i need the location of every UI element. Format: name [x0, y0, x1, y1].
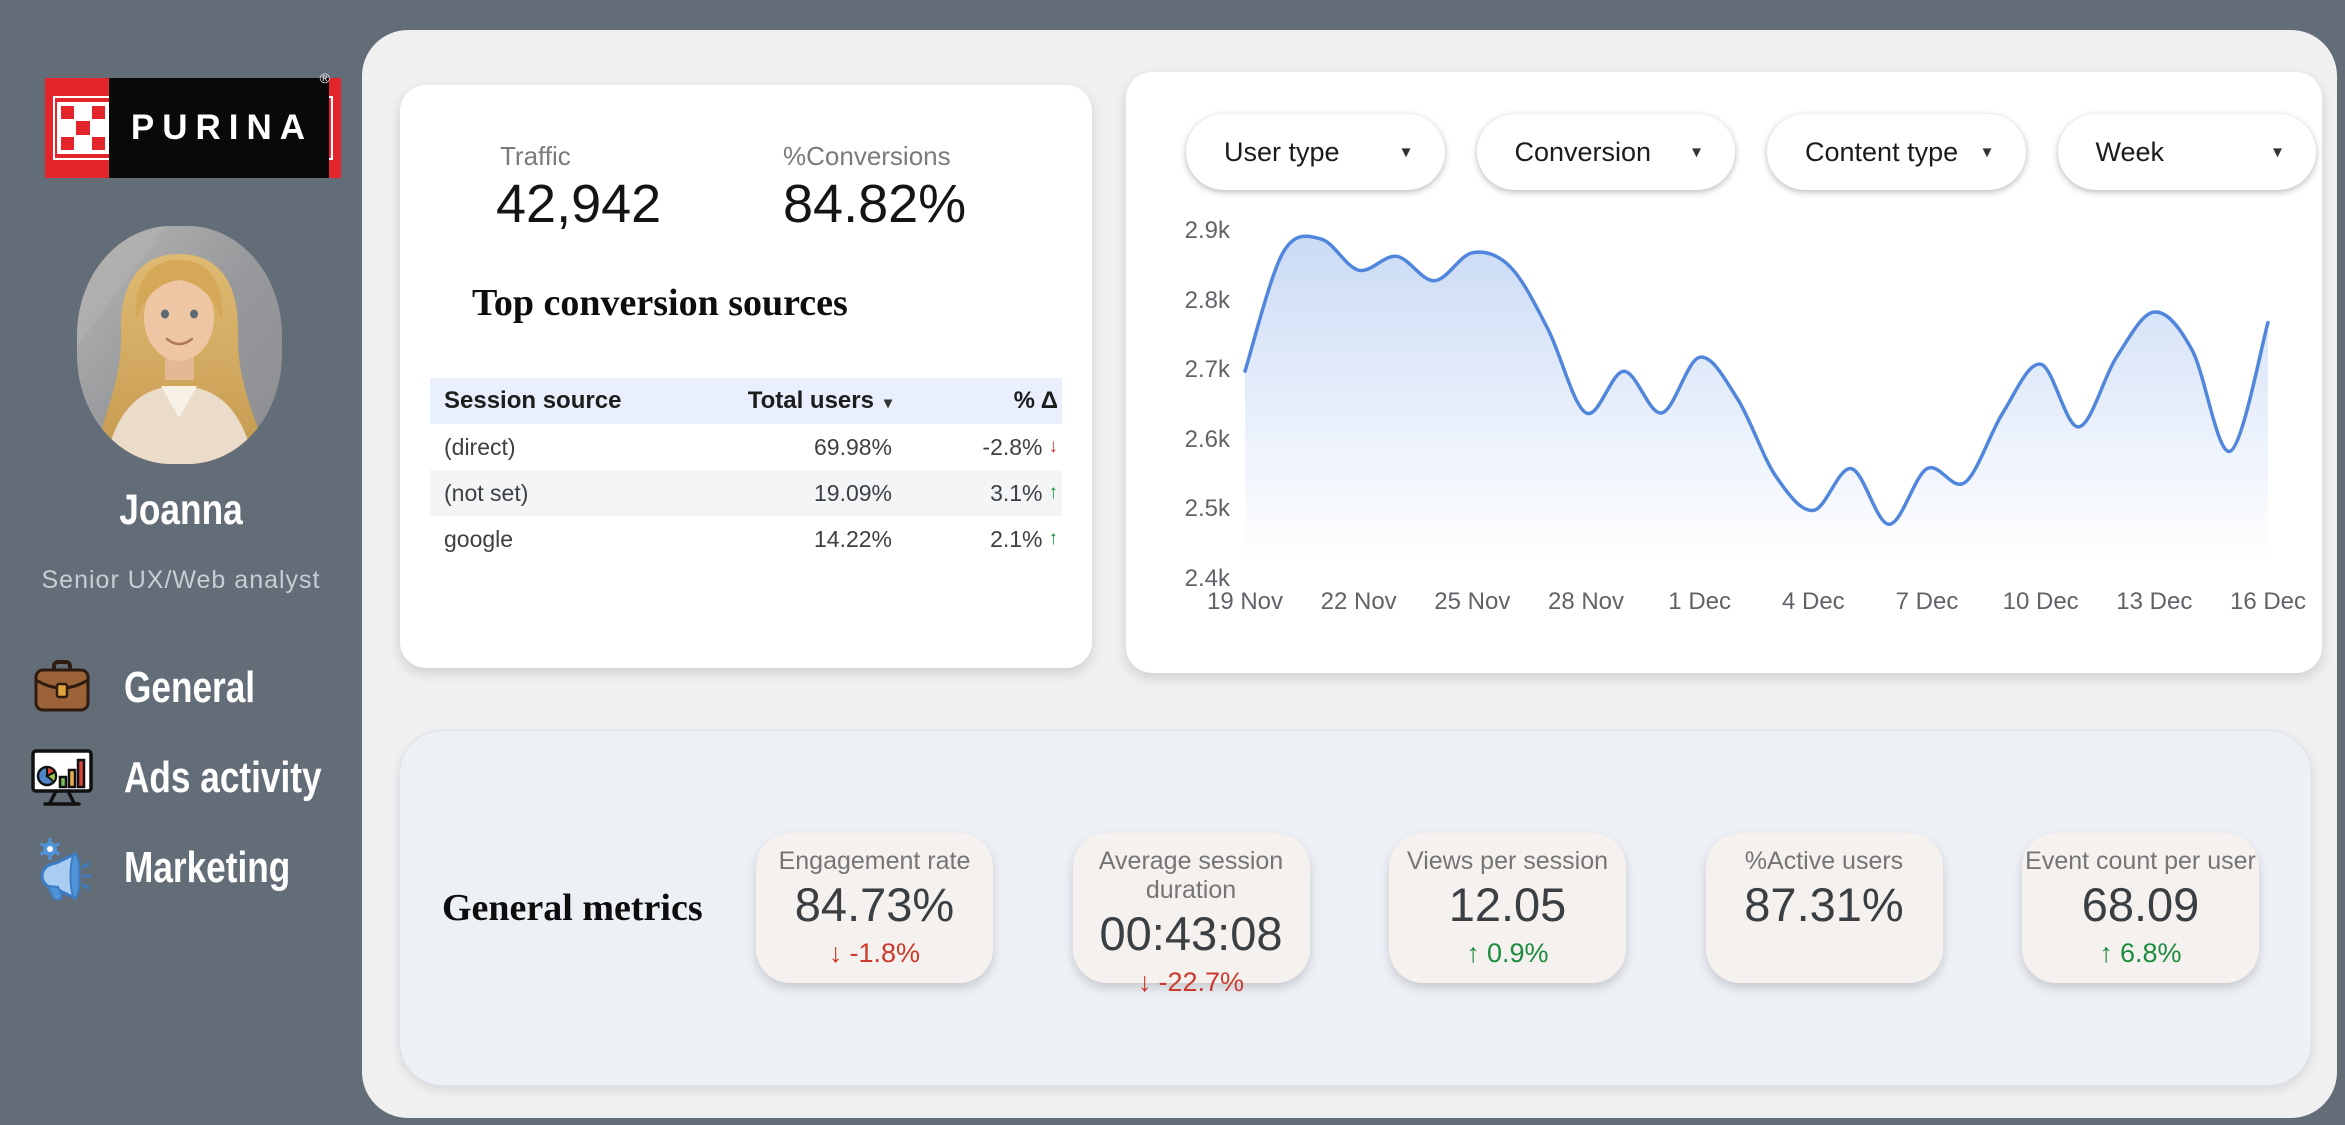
metric-value: 00:43:08 [1073, 906, 1310, 961]
x-axis-tick: 22 Nov [1311, 588, 1407, 616]
x-axis-tick: 28 Nov [1538, 588, 1634, 616]
profile-name: Joanna [33, 486, 330, 535]
sidebar-item-marketing[interactable]: Marketing [30, 836, 371, 900]
cell-delta: 3.1%↑ [892, 480, 1062, 507]
y-axis-tick: 2.5k [1154, 495, 1230, 523]
x-axis-tick: 4 Dec [1765, 588, 1861, 616]
sidebar-item-label: General [124, 663, 255, 713]
cell-delta: 2.1%↑ [892, 526, 1062, 553]
delta-arrow-icon: ↑ [1049, 528, 1059, 550]
x-axis-tick: 25 Nov [1424, 588, 1520, 616]
dashboard: PURINA ® [0, 0, 2345, 1125]
x-axis-tick: 13 Dec [2106, 588, 2202, 616]
delta-arrow-icon: ↑ [1049, 482, 1059, 504]
x-axis-tick: 10 Dec [1993, 588, 2089, 616]
profile-role: Senior UX/Web analyst [0, 566, 362, 595]
avatar-illustration [77, 226, 282, 464]
table-title: Top conversion sources [472, 281, 848, 325]
purina-checkerboard-icon [57, 102, 109, 154]
briefcase-icon [30, 656, 94, 720]
delta-arrow-icon: ↑ [1466, 938, 1480, 969]
sidebar-item-label: Ads activity [124, 753, 322, 803]
sidebar-item-label: Marketing [124, 843, 290, 893]
registered-trademark-icon: ® [320, 70, 330, 86]
y-axis-tick: 2.8k [1154, 287, 1230, 315]
metric-card-active-users: %Active users 87.31% [1706, 833, 1943, 983]
metric-value: 84.73% [756, 877, 993, 932]
general-metrics-section: General metrics Engagement rate 84.73% ↓… [399, 730, 2312, 1086]
x-axis-tick: 19 Nov [1197, 588, 1293, 616]
metric-delta: ↓-1.8% [756, 938, 993, 969]
delta-arrow-icon: ↓ [1138, 967, 1152, 998]
table-row[interactable]: (not set) 19.09% 3.1%↑ [430, 470, 1062, 516]
chart-plot[interactable] [1240, 225, 2290, 580]
main-panel: Traffic 42,942 %Conversions 84.82% Top c… [362, 30, 2337, 1118]
conversion-sources-table: Session source Total users▾ % Δ (direct)… [430, 378, 1062, 562]
purina-wordmark: PURINA ® [109, 78, 329, 178]
x-axis-tick: 7 Dec [1879, 588, 1975, 616]
sidebar-item-general[interactable]: General [30, 656, 371, 720]
sidebar: PURINA ® [0, 0, 362, 1125]
delta-arrow-icon: ↓ [829, 938, 843, 969]
conversion-sources-card: Traffic 42,942 %Conversions 84.82% Top c… [400, 85, 1092, 668]
column-header-total-users[interactable]: Total users▾ [674, 387, 892, 415]
metric-delta: ↑6.8% [2022, 938, 2259, 969]
conversions-label: %Conversions [783, 141, 951, 172]
cell-total-users: 69.98% [674, 434, 892, 461]
ads-monitor-icon [30, 746, 94, 810]
metric-delta: ↓-22.7% [1073, 967, 1310, 998]
traffic-chart-card: User type ▾ Conversion ▾ Content type ▾ … [1126, 72, 2322, 673]
column-header-session-source: Session source [430, 387, 674, 415]
traffic-value: 42,942 [496, 173, 661, 235]
delta-arrow-icon: ↓ [1049, 436, 1059, 458]
metrics-cards: Engagement rate 84.73% ↓-1.8% Average se… [756, 833, 2259, 983]
metric-label: Event count per user [2022, 847, 2259, 876]
metric-card-views-per-session: Views per session 12.05 ↑0.9% [1389, 833, 1626, 983]
metric-value: 12.05 [1389, 877, 1626, 932]
megaphone-icon [30, 836, 94, 900]
y-axis-tick: 2.7k [1154, 356, 1230, 384]
metric-card-avg-session-duration: Average session duration 00:43:08 ↓-22.7… [1073, 833, 1310, 983]
sidebar-item-ads-activity[interactable]: Ads activity [30, 746, 371, 810]
cell-total-users: 19.09% [674, 480, 892, 507]
section-title: General metrics [442, 886, 742, 930]
metric-label: Average session duration [1073, 847, 1310, 905]
cell-delta: -2.8%↓ [892, 434, 1062, 461]
cell-source: google [430, 526, 674, 553]
metric-label: Views per session [1389, 847, 1626, 876]
sidebar-nav: General Ads activity [30, 656, 371, 900]
x-axis-tick: 1 Dec [1652, 588, 1748, 616]
y-axis-tick: 2.9k [1154, 217, 1230, 245]
metric-card-event-count-per-user: Event count per user 68.09 ↑6.8% [2022, 833, 2259, 983]
metric-label: %Active users [1706, 847, 1943, 876]
y-axis-tick: 2.6k [1154, 426, 1230, 454]
metric-label: Engagement rate [756, 847, 993, 876]
delta-arrow-icon: ↑ [2099, 938, 2113, 969]
avatar [77, 226, 282, 464]
traffic-line-chart[interactable]: 2.9k2.8k2.7k2.6k2.5k2.4k19 Nov22 Nov25 N… [1126, 72, 2322, 673]
cell-source: (not set) [430, 480, 674, 507]
cell-total-users: 14.22% [674, 526, 892, 553]
table-row[interactable]: (direct) 69.98% -2.8%↓ [430, 424, 1062, 470]
metric-delta: ↑0.9% [1389, 938, 1626, 969]
purina-logo: PURINA ® [45, 78, 341, 178]
metric-value: 68.09 [2022, 877, 2259, 932]
traffic-label: Traffic [500, 141, 571, 172]
purina-logo-text: PURINA [125, 108, 313, 148]
sort-caret-icon: ▾ [884, 395, 892, 412]
x-axis-tick: 16 Dec [2220, 588, 2316, 616]
cell-source: (direct) [430, 434, 674, 461]
column-header-delta: % Δ [892, 387, 1062, 415]
table-header-row: Session source Total users▾ % Δ [430, 378, 1062, 424]
conversions-value: 84.82% [783, 173, 966, 235]
metric-card-engagement-rate: Engagement rate 84.73% ↓-1.8% [756, 833, 993, 983]
table-row[interactable]: google 14.22% 2.1%↑ [430, 516, 1062, 562]
metric-value: 87.31% [1706, 877, 1943, 932]
